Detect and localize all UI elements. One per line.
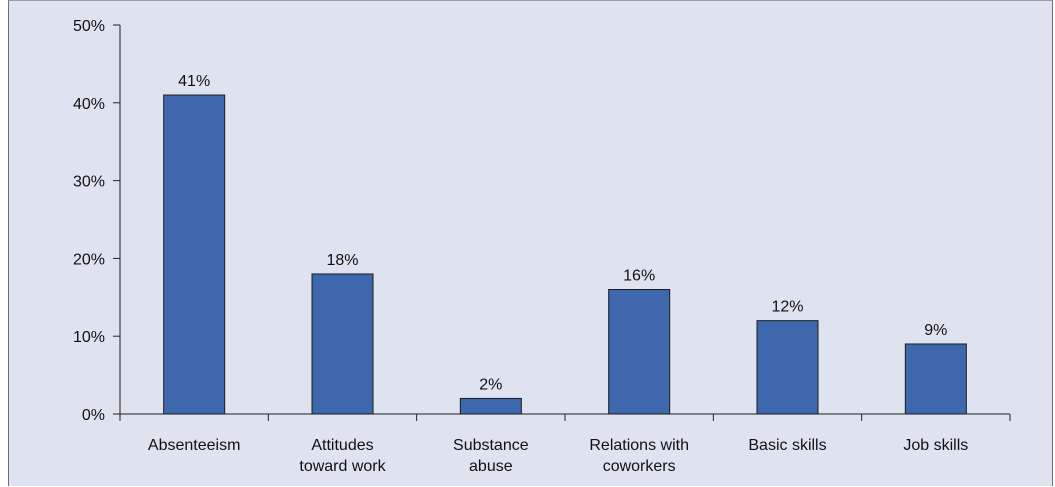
y-tick-label: 50% [73, 18, 105, 35]
x-tick-label: Job skills [903, 437, 968, 454]
bar [311, 273, 374, 415]
y-tick-label: 30% [73, 174, 105, 191]
bar [904, 343, 967, 415]
y-tick-label: 10% [73, 329, 105, 346]
data-label: 41% [178, 73, 210, 90]
data-label: 2% [479, 376, 502, 393]
data-label: 9% [924, 322, 947, 339]
bar [756, 320, 819, 415]
x-tick-label: Substance abuse [453, 437, 529, 475]
bar [459, 397, 522, 415]
y-tick-label: 20% [73, 251, 105, 268]
y-tick-label: 40% [73, 96, 105, 113]
x-tick-label: Attitudes toward work [299, 437, 386, 475]
y-tick-label: 0% [82, 407, 105, 424]
x-tick-label: Absenteeism [148, 437, 241, 454]
x-tick-label: Relations with coworkers [589, 437, 689, 475]
data-label: 12% [771, 299, 803, 316]
bar [163, 94, 226, 415]
data-label: 18% [326, 252, 358, 269]
bar [608, 289, 671, 415]
x-tick-label: Basic skills [748, 437, 826, 454]
data-label: 16% [623, 268, 655, 285]
